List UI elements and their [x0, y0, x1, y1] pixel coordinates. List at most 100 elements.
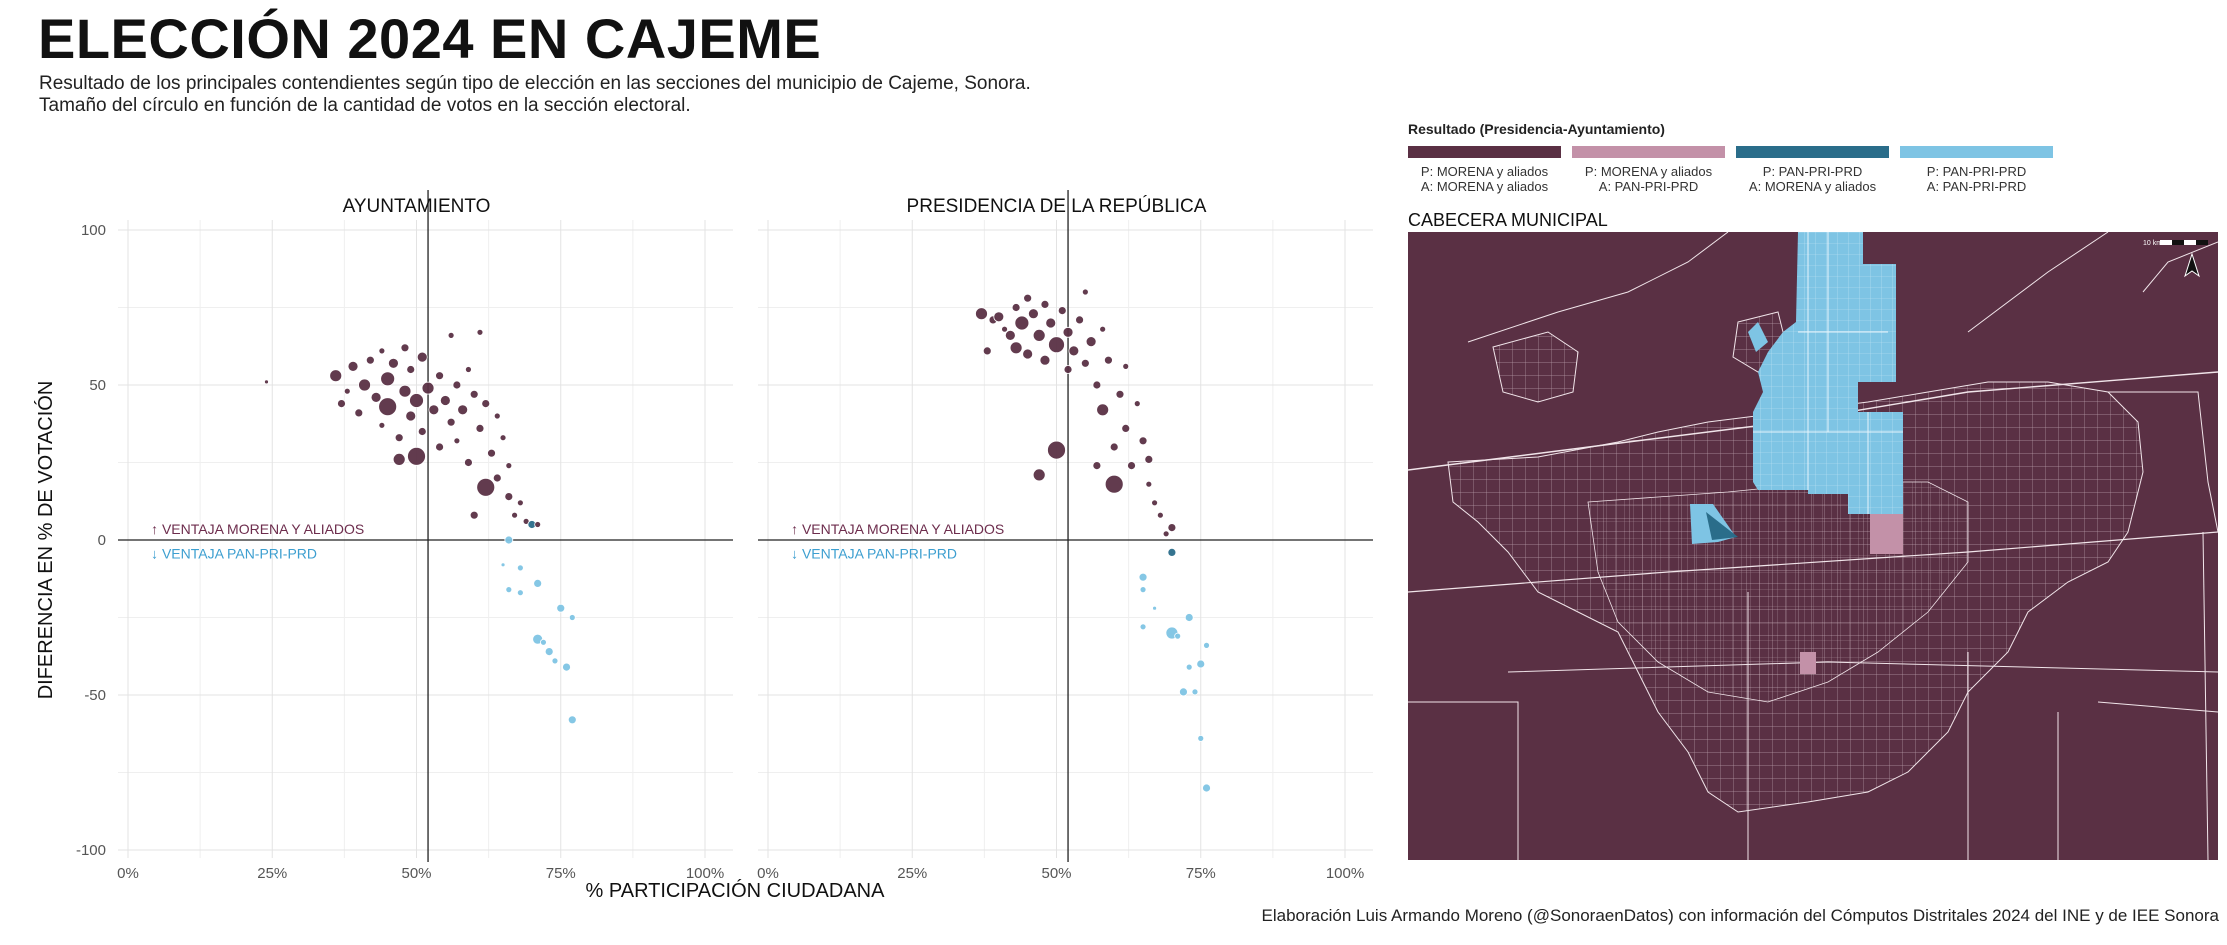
data-point	[1048, 336, 1065, 354]
x-tick-label: 0%	[757, 865, 779, 882]
page-title: ELECCIÓN 2024 EN CAJEME	[38, 7, 822, 70]
map-northwest-block	[1492, 331, 1579, 403]
data-point	[435, 442, 444, 452]
data-point	[1028, 308, 1039, 320]
data-point	[516, 499, 524, 507]
data-point	[457, 404, 469, 416]
legend-swatch	[1736, 146, 1889, 158]
data-point	[476, 328, 484, 336]
legend-item-pan-p-morena-a: P: PAN-PRI-PRD A: MORENA y aliados	[1736, 146, 1889, 194]
x-tick-label: 50%	[1041, 865, 1071, 882]
subtitle-line-2: Tamaño del círculo en función de la cant…	[39, 95, 691, 116]
data-point	[1081, 288, 1089, 296]
data-point	[1179, 687, 1188, 697]
data-point	[1009, 341, 1023, 355]
data-point	[354, 408, 364, 418]
annotation-pan: ↓ VENTAJA PAN-PRI-PRD	[791, 546, 957, 562]
subtitle-line-1: Resultado de los principales contendient…	[39, 73, 1031, 94]
map-road	[1467, 232, 1729, 343]
x-tick-label: 100%	[686, 865, 724, 882]
data-point	[505, 586, 513, 594]
data-point	[487, 448, 496, 458]
data-point	[516, 564, 524, 572]
data-point	[347, 360, 359, 372]
data-point	[1197, 735, 1205, 742]
data-point	[1092, 380, 1102, 390]
data-point	[568, 614, 576, 621]
x-tick-label: 25%	[897, 865, 927, 882]
data-point	[417, 427, 427, 436]
y-axis-label: DIFERENCIA EN % DE VOTACIÓN	[34, 381, 57, 700]
map-road	[1967, 232, 2109, 333]
data-point	[1104, 474, 1124, 494]
y-tick-label: -100	[76, 842, 106, 859]
data-point	[1115, 389, 1125, 399]
data-point	[1023, 293, 1033, 303]
map-road	[1747, 592, 2059, 860]
map-road	[2142, 241, 2218, 293]
data-point	[1203, 641, 1210, 649]
data-point	[1045, 317, 1057, 329]
data-point	[516, 589, 524, 597]
panel-title: PRESIDENCIA DE LA REPÚBLICA	[907, 195, 1207, 217]
data-point	[1184, 613, 1194, 622]
data-point	[1063, 365, 1073, 374]
data-point	[562, 662, 571, 672]
map-road	[1408, 531, 2218, 593]
data-point	[1174, 632, 1182, 640]
data-point	[1127, 461, 1136, 471]
data-point	[469, 510, 479, 520]
legend-label: P: PAN-PRI-PRD A: MORENA y aliados	[1748, 164, 1877, 194]
data-point	[1139, 586, 1147, 594]
data-point	[1068, 345, 1080, 357]
data-point	[1057, 306, 1067, 315]
data-point	[370, 391, 382, 403]
annotation-morena: ↑ VENTAJA MORENA Y ALIADOS	[151, 521, 364, 537]
data-point	[1004, 329, 1016, 341]
y-tick-label: 0	[98, 532, 106, 549]
city-map: 10 km	[1408, 232, 2218, 860]
north-arrow-icon	[2184, 252, 2200, 278]
x-axis-label: % PARTICIPACIÓN CIUDADANA	[586, 879, 886, 902]
data-point	[453, 437, 461, 445]
map-section-boundary	[1408, 701, 1519, 860]
data-point	[446, 417, 456, 427]
map-region-pan-p-morena-a	[1706, 512, 1738, 540]
legend-item-morena-p-pan-a: P: MORENA y aliados A: PAN-PRI-PRD	[1572, 146, 1725, 194]
data-point	[1191, 688, 1199, 696]
data-point	[378, 397, 398, 417]
legend-swatch	[1572, 146, 1725, 158]
data-point	[398, 384, 412, 398]
y-tick-label: 50	[89, 377, 106, 394]
data-point	[1133, 400, 1141, 408]
data-point	[1032, 328, 1046, 342]
legend-item-pan-both: P: PAN-PRI-PRD A: PAN-PRI-PRD	[1900, 146, 2053, 194]
data-point	[365, 355, 375, 365]
data-point	[1032, 468, 1046, 482]
data-point	[1144, 454, 1154, 464]
data-point	[534, 521, 542, 528]
scatter-chart: AYUNTAMIENTO 0% 25% 50% 75% 100% 100 50 0 -50 -100…	[34, 190, 1373, 902]
y-tick-label: 100	[81, 222, 106, 239]
map-title: CABECERA MUNICIPAL	[1408, 210, 1608, 230]
data-point	[1039, 354, 1051, 366]
data-point	[1001, 325, 1008, 333]
data-point	[1040, 300, 1050, 309]
data-point	[1196, 659, 1206, 669]
x-tick-label: 50%	[401, 865, 431, 882]
data-point	[1122, 362, 1130, 370]
legend-title: Resultado (Presidencia-Ayuntamiento)	[1408, 121, 1665, 137]
map-scale-label: 10 km	[2143, 240, 2162, 247]
data-point	[1092, 461, 1102, 471]
map-blue-streets	[1753, 232, 1903, 514]
map-section-boundary	[2097, 701, 2218, 713]
map-region-pan-both-small	[1748, 322, 1768, 352]
data-point	[1080, 358, 1090, 368]
data-point	[1185, 663, 1193, 671]
data-point	[544, 647, 554, 657]
x-tick-label: 75%	[546, 865, 576, 882]
data-point	[1062, 326, 1074, 338]
data-point	[993, 311, 1005, 323]
data-point	[358, 378, 371, 392]
data-point	[394, 433, 404, 443]
